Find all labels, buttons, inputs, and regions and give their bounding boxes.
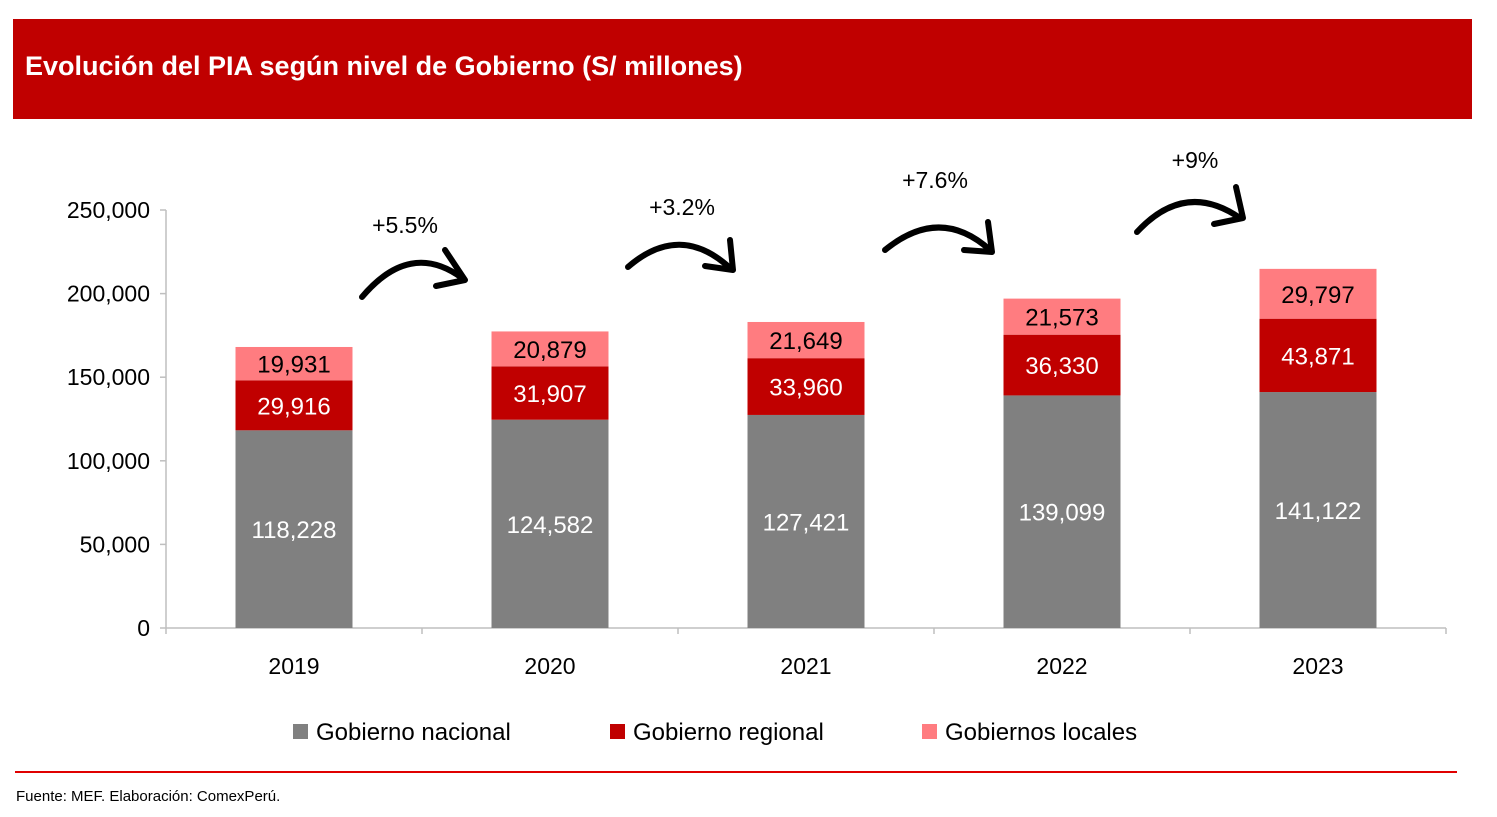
growth-label: +7.6% [902,167,968,193]
bar-segment [1259,268,1377,319]
footer-divider [15,771,1457,773]
growth-arrow-icon [625,241,733,271]
bar-segment [491,419,609,628]
legend-label: Gobierno regional [633,719,824,746]
x-tick-label: 2023 [1292,653,1343,679]
data-label: 141,122 [1275,498,1362,525]
bar-segment [1259,318,1377,393]
data-label: 29,797 [1281,282,1354,309]
data-label: 118,228 [252,517,337,544]
x-tick-label: 2019 [268,653,319,679]
bar-segment [1259,392,1377,628]
bar-segment [1003,298,1121,335]
y-tick-label: 0 [137,615,150,641]
y-tick-label: 100,000 [67,448,150,474]
arrowhead-icon [702,237,736,273]
legend-label: Gobiernos locales [945,719,1137,746]
bar-segment [235,380,353,431]
x-tick-label: 2022 [1036,653,1087,679]
x-tick-label: 2020 [524,653,575,679]
growth-label: +5.5% [372,212,438,238]
bar-segment [1003,395,1121,628]
data-label: 29,916 [257,393,330,420]
data-label: 31,907 [513,381,586,408]
chart-title: Evolución del PIA según nivel de Gobiern… [25,51,743,81]
data-label: 36,330 [1025,353,1098,380]
legend-label: Gobierno nacional [316,719,511,746]
bar-segment [747,414,865,628]
bar-segment [747,321,865,359]
data-label: 19,931 [257,352,330,379]
source-note: Fuente: MEF. Elaboración: ComexPerú. [16,788,281,805]
growth-arrow-icon [1134,198,1243,235]
bar-segment [235,346,353,381]
data-label: 124,582 [507,512,594,539]
growth-label: +3.2% [649,194,715,220]
bar-segment [491,331,609,367]
y-tick-label: 200,000 [67,281,150,307]
legend-swatch [922,724,937,739]
y-tick-label: 150,000 [67,364,150,390]
bar-segment [1003,334,1121,396]
data-label: 43,871 [1281,343,1354,370]
data-label: 127,421 [763,509,850,536]
y-tick-label: 250,000 [67,197,150,223]
data-label: 139,099 [1019,500,1106,527]
y-tick-label: 50,000 [80,531,150,557]
bar-segment [235,430,353,628]
growth-label: +9% [1172,147,1219,173]
legend-swatch [293,724,308,739]
arrowhead-icon [1211,184,1246,227]
arrowhead-icon [433,247,468,289]
data-label: 33,960 [769,375,842,402]
growth-arrow-icon [882,224,993,253]
x-tick-label: 2021 [780,653,831,679]
data-label: 21,573 [1025,305,1098,332]
bar-segment [747,358,865,415]
growth-arrow-icon [359,259,465,300]
title-bar: Evolución del PIA según nivel de Gobiern… [13,19,1472,119]
bar-segment [491,366,609,420]
data-label: 20,879 [513,337,586,364]
legend-swatch [610,724,625,739]
arrowhead-icon [961,219,995,255]
data-label: 21,649 [769,328,842,355]
